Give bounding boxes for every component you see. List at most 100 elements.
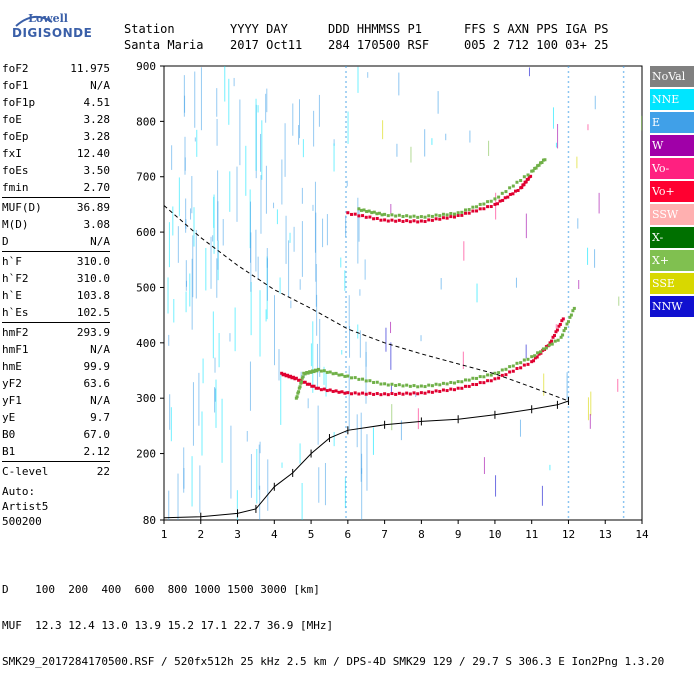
footer: D 100 200 400 600 800 1000 1500 3000 [km… <box>2 560 664 680</box>
trace-point <box>434 217 438 221</box>
trace-point <box>541 347 545 351</box>
trace-point <box>397 391 401 395</box>
trace-point <box>511 369 515 373</box>
trace-point <box>511 184 515 188</box>
parameter-row: foF1 N/A <box>2 77 110 94</box>
trace-point <box>537 163 541 167</box>
trace-point <box>529 174 533 178</box>
parameter-value: 310.0 <box>76 272 110 285</box>
trace-point <box>346 211 350 215</box>
trace-point <box>560 319 564 323</box>
trace-point <box>430 390 434 394</box>
parameter-value: 9.7 <box>90 411 110 424</box>
trace-point <box>456 386 460 390</box>
trace-point <box>500 368 504 372</box>
logo-line2: DIGISONDE <box>12 26 93 40</box>
trace-point <box>452 215 456 219</box>
trace-point <box>475 376 479 380</box>
trace-point <box>526 357 530 361</box>
parameter-row: M(D) 3.08 <box>2 216 110 233</box>
parameter-row: foE 3.28 <box>2 111 110 128</box>
trace-point <box>372 217 376 221</box>
x-tick-label: 1 <box>161 528 168 541</box>
trace-point <box>539 350 543 354</box>
trace-point <box>416 392 420 396</box>
trace-point <box>319 369 323 373</box>
trace-point <box>419 391 423 395</box>
trace-point <box>471 209 475 213</box>
trace-point <box>353 376 357 380</box>
y-tick-label: 900 <box>136 60 156 73</box>
trace-point <box>412 219 416 223</box>
trace-point <box>449 211 453 215</box>
trace-point <box>301 375 305 379</box>
trace-point <box>359 208 363 212</box>
trace-point <box>475 209 479 213</box>
trace-point <box>375 212 379 216</box>
parameter-value: 293.9 <box>76 326 110 339</box>
legend-item-nne: NNE <box>650 89 694 110</box>
parameter-name: M(D) <box>2 218 29 231</box>
trace-point <box>497 195 501 199</box>
trace-point <box>375 216 379 220</box>
trace-point <box>325 389 329 393</box>
parameter-name: foEs <box>2 164 29 177</box>
trace-point <box>434 389 438 393</box>
trace-point <box>357 392 361 396</box>
parameter-value: 3.28 <box>83 130 111 143</box>
trace-point <box>500 191 504 195</box>
trace-point <box>408 215 412 219</box>
parameter-row: B0 67.0 <box>2 426 110 443</box>
trace-point <box>493 377 497 381</box>
trace-point <box>394 392 398 396</box>
trace-point <box>550 339 554 343</box>
parameter-name: foEp <box>2 130 29 143</box>
x-tick-label: 3 <box>234 528 241 541</box>
trace-point <box>456 380 460 384</box>
x-tick-label: 9 <box>455 528 462 541</box>
parameter-row: hmE 99.9 <box>2 358 110 375</box>
trace-point <box>504 367 508 371</box>
parameter-value: 310.0 <box>76 255 110 268</box>
trace-point <box>331 372 335 376</box>
trace-point <box>353 391 357 395</box>
parameter-value: 3.28 <box>83 113 111 126</box>
parameter-value: 99.9 <box>83 360 111 373</box>
trace-point <box>430 214 434 218</box>
header-settings-label: FFS S AXN PPS IGA PS <box>464 22 609 36</box>
trace-point <box>506 195 510 199</box>
trace-point <box>379 382 383 386</box>
direction-legend: NoVal NNE E W Vo- Vo+ SSW X- X+ SSE NNW <box>650 66 694 319</box>
trace-point <box>445 382 449 386</box>
parameter-name: foE <box>2 113 22 126</box>
x-tick-label: 4 <box>271 528 278 541</box>
trace-point <box>571 309 575 313</box>
trace-point <box>405 219 409 223</box>
trace-point <box>334 389 338 393</box>
trace-point <box>464 378 468 382</box>
trace-point <box>377 211 381 215</box>
parameter-value: 22 <box>96 465 110 478</box>
trace-point <box>340 373 344 377</box>
trace-point <box>533 356 537 360</box>
parameter-value: 11.975 <box>70 62 110 75</box>
parameter-value: 12.40 <box>76 147 110 160</box>
trace-point <box>401 392 405 396</box>
trace-point <box>383 382 387 386</box>
trace-point <box>379 393 383 397</box>
parameter-name: hmF2 <box>2 326 29 339</box>
trace-point <box>397 213 401 217</box>
trace-point <box>566 320 570 324</box>
y-tick-label: 800 <box>136 115 156 128</box>
trace-point <box>367 209 371 213</box>
x-tick-label: 12 <box>562 528 575 541</box>
trace-point <box>533 354 537 358</box>
trace-point <box>486 200 490 204</box>
trace-point <box>405 214 409 218</box>
trace-point <box>350 212 354 216</box>
trace-point <box>297 378 301 382</box>
trace-point <box>568 315 572 319</box>
parameter-row: foF1p 4.51 <box>2 94 110 111</box>
parameter-value: 67.0 <box>83 428 111 441</box>
x-tick-label: 11 <box>525 528 538 541</box>
